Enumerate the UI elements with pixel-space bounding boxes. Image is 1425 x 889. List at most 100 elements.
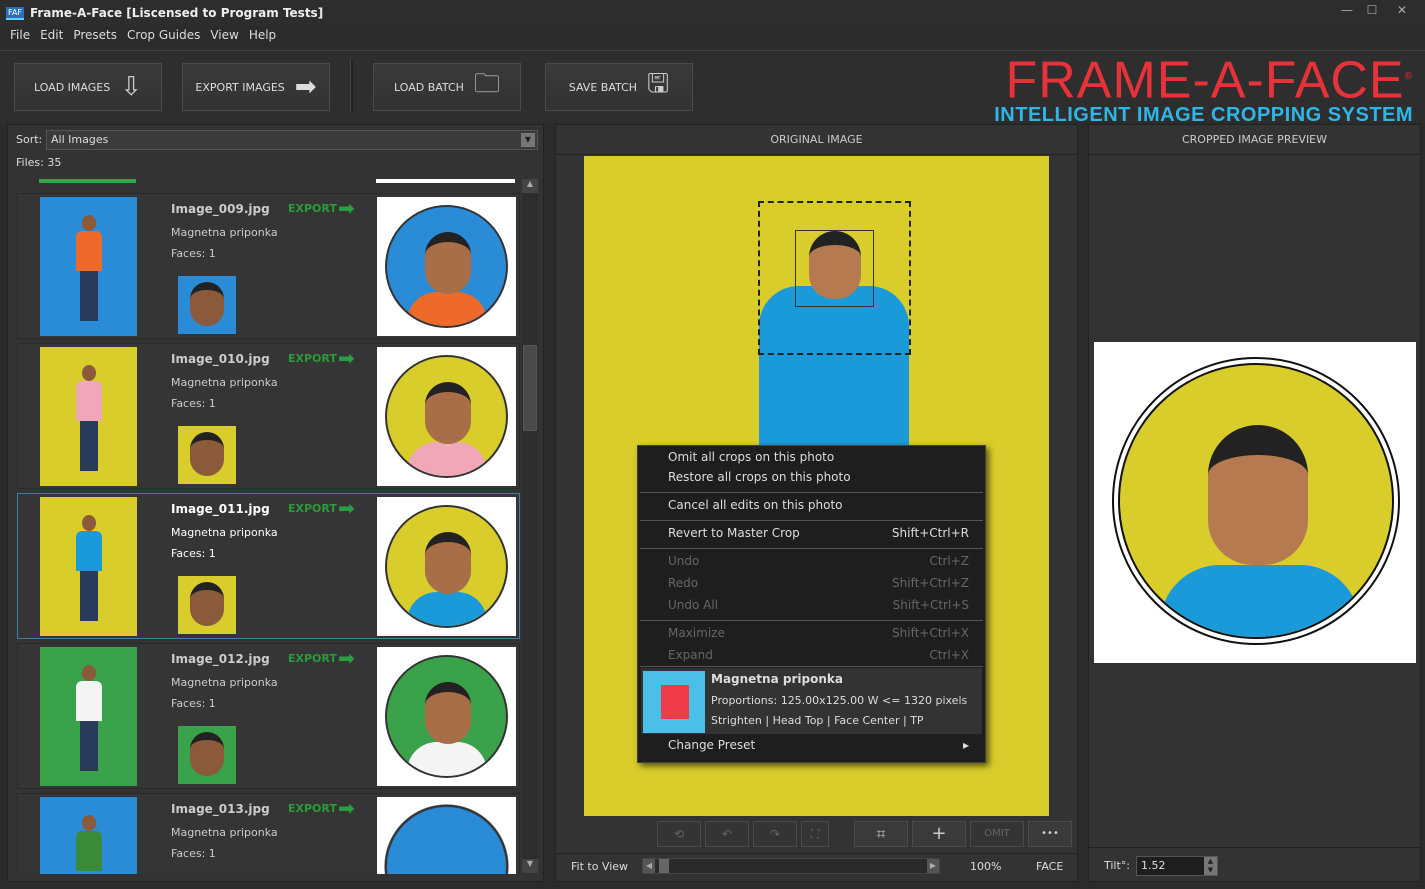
- save-batch-button[interactable]: SAVE BATCH 🖫: [545, 63, 693, 111]
- load-batch-label: LOAD BATCH: [394, 80, 464, 94]
- context-menu-item[interactable]: Cancel all edits on this photo: [668, 498, 969, 518]
- load-images-button[interactable]: LOAD IMAGES ⇩: [14, 63, 162, 111]
- list-scrollbar[interactable]: ▲ ▼: [522, 179, 538, 873]
- change-preset-item[interactable]: Change Preset ▸: [668, 738, 969, 758]
- menu-edit[interactable]: Edit: [40, 28, 64, 42]
- menu-file[interactable]: File: [10, 28, 31, 42]
- tilt-value: 1.52: [1141, 859, 1166, 872]
- menu-separator: [640, 666, 983, 667]
- crop-button[interactable]: ⌗: [854, 821, 908, 847]
- brand-logo: FRAME-A-FACE® INTELLIGENT IMAGE CROPPING…: [994, 52, 1413, 125]
- fit-to-view-label[interactable]: Fit to View: [571, 860, 629, 873]
- crop-thumbnail[interactable]: [377, 197, 516, 336]
- detected-face-thumbnail[interactable]: [178, 726, 236, 784]
- person-shirt: [75, 531, 102, 571]
- redo-button[interactable]: ↷: [753, 821, 797, 847]
- export-arrow-icon[interactable]: ➡: [338, 646, 355, 670]
- export-label[interactable]: EXPORT: [288, 502, 337, 515]
- scroll-down-icon[interactable]: ▼: [522, 859, 538, 873]
- crop-thumbnail[interactable]: [377, 797, 516, 874]
- crop-frame[interactable]: [758, 201, 911, 355]
- right-arrow-icon: ➡: [294, 72, 317, 102]
- slider-thumb[interactable]: [659, 859, 669, 873]
- menu-separator: [640, 492, 983, 493]
- faces-count: Faces: 1: [171, 247, 216, 260]
- person-head: [81, 665, 96, 681]
- image-thumbnail[interactable]: [40, 197, 137, 336]
- tilt-input[interactable]: 1.52: [1136, 856, 1218, 876]
- export-label[interactable]: EXPORT: [288, 802, 337, 815]
- file-name: Image_011.jpg: [171, 502, 270, 516]
- export-arrow-icon[interactable]: ➡: [338, 346, 355, 370]
- scroll-thumb[interactable]: [523, 345, 537, 431]
- export-arrow-icon[interactable]: ➡: [338, 796, 355, 820]
- context-menu-item[interactable]: Omit all crops on this photo: [668, 450, 969, 470]
- menu-crop-guides[interactable]: Crop Guides: [127, 28, 201, 42]
- image-thumbnail[interactable]: [40, 647, 137, 786]
- omit-button[interactable]: OMIT: [970, 821, 1024, 847]
- tilt-stepper[interactable]: ▲ ▼: [1204, 857, 1217, 875]
- faces-count: Faces: 1: [171, 697, 216, 710]
- person-head: [81, 215, 96, 231]
- detected-face-thumbnail[interactable]: [178, 426, 236, 484]
- preview-circle-guide: [1112, 357, 1400, 645]
- image-thumbnail[interactable]: [40, 497, 137, 636]
- context-menu-item[interactable]: Maximize Shift+Ctrl+X: [668, 626, 969, 646]
- export-images-button[interactable]: EXPORT IMAGES ➡: [182, 63, 330, 111]
- crop-thumbnail[interactable]: [377, 347, 516, 486]
- preset-info[interactable]: Magnetna priponka Proportions: 125.00x12…: [641, 668, 982, 734]
- files-count: Files: 35: [16, 156, 62, 169]
- list-item[interactable]: Image_010.jpg Magnetna priponka Faces: 1…: [17, 343, 520, 489]
- export-label[interactable]: EXPORT: [288, 652, 337, 665]
- menu-item-label: Expand: [668, 648, 713, 662]
- add-crop-button[interactable]: +: [912, 821, 966, 847]
- menu-item-label: Restore all crops on this photo: [668, 470, 851, 484]
- export-arrow-icon[interactable]: ➡: [338, 196, 355, 220]
- floppy-disk-icon: 🖫: [647, 69, 670, 99]
- menu-view[interactable]: View: [210, 28, 239, 42]
- crop-thumbnail[interactable]: [377, 647, 516, 786]
- context-menu-item[interactable]: Revert to Master Crop Shift+Ctrl+R: [668, 526, 969, 546]
- context-menu-item[interactable]: Undo Ctrl+Z: [668, 554, 969, 574]
- image-thumbnail[interactable]: [40, 797, 137, 874]
- context-menu-item[interactable]: Expand Ctrl+X: [668, 648, 969, 668]
- detected-face-thumbnail[interactable]: [178, 276, 236, 334]
- scroll-up-icon[interactable]: ▲: [522, 179, 538, 193]
- person-shirt: [75, 381, 102, 421]
- minimize-icon[interactable]: —: [1341, 3, 1353, 17]
- image-thumbnail[interactable]: [40, 347, 137, 486]
- more-button[interactable]: •••: [1028, 821, 1072, 847]
- person-shirt: [75, 831, 102, 871]
- menu-presets[interactable]: Presets: [73, 28, 118, 42]
- list-item[interactable]: Image_012.jpg Magnetna priponka Faces: 1…: [17, 643, 520, 789]
- slider-left-icon[interactable]: ◀: [643, 859, 655, 873]
- cropped-preview: [1094, 342, 1416, 663]
- close-icon[interactable]: ✕: [1396, 3, 1408, 17]
- fullscreen-button[interactable]: ⛶: [801, 821, 829, 847]
- zoom-slider[interactable]: ◀ ▶: [642, 858, 940, 874]
- context-menu-item[interactable]: Redo Shift+Ctrl+Z: [668, 576, 969, 596]
- list-item[interactable]: Image_013.jpg Magnetna priponka Faces: 1…: [17, 793, 520, 874]
- image-list: Image_009.jpg Magnetna priponka Faces: 1…: [8, 179, 538, 874]
- export-label[interactable]: EXPORT: [288, 352, 337, 365]
- export-arrow-icon[interactable]: ➡: [338, 496, 355, 520]
- preset-name: Magnetna priponka: [171, 226, 278, 239]
- rotate-button[interactable]: ⟲: [657, 821, 701, 847]
- list-item[interactable]: Image_009.jpg Magnetna priponka Faces: 1…: [17, 193, 520, 339]
- slider-right-icon[interactable]: ▶: [927, 859, 939, 873]
- undo-button[interactable]: ↶: [705, 821, 749, 847]
- detected-face-thumbnail[interactable]: [178, 576, 236, 634]
- window-title: Frame-A-Face [Liscensed to Program Tests…: [29, 6, 324, 20]
- face-box[interactable]: [795, 230, 874, 307]
- load-batch-button[interactable]: LOAD BATCH 🗀: [373, 63, 521, 111]
- context-menu-item[interactable]: Restore all crops on this photo: [668, 470, 969, 490]
- file-name: Image_013.jpg: [171, 802, 270, 816]
- menu-bar: File Edit Presets Crop Guides View Help: [0, 28, 276, 48]
- maximize-icon[interactable]: ☐: [1366, 3, 1378, 17]
- context-menu-item[interactable]: Undo All Shift+Ctrl+S: [668, 598, 969, 618]
- list-item[interactable]: Image_011.jpg Magnetna priponka Faces: 1…: [17, 493, 520, 639]
- menu-help[interactable]: Help: [248, 28, 277, 42]
- crop-thumbnail[interactable]: [377, 497, 516, 636]
- export-label[interactable]: EXPORT: [288, 202, 337, 215]
- sort-dropdown[interactable]: All Images ▼: [46, 130, 538, 150]
